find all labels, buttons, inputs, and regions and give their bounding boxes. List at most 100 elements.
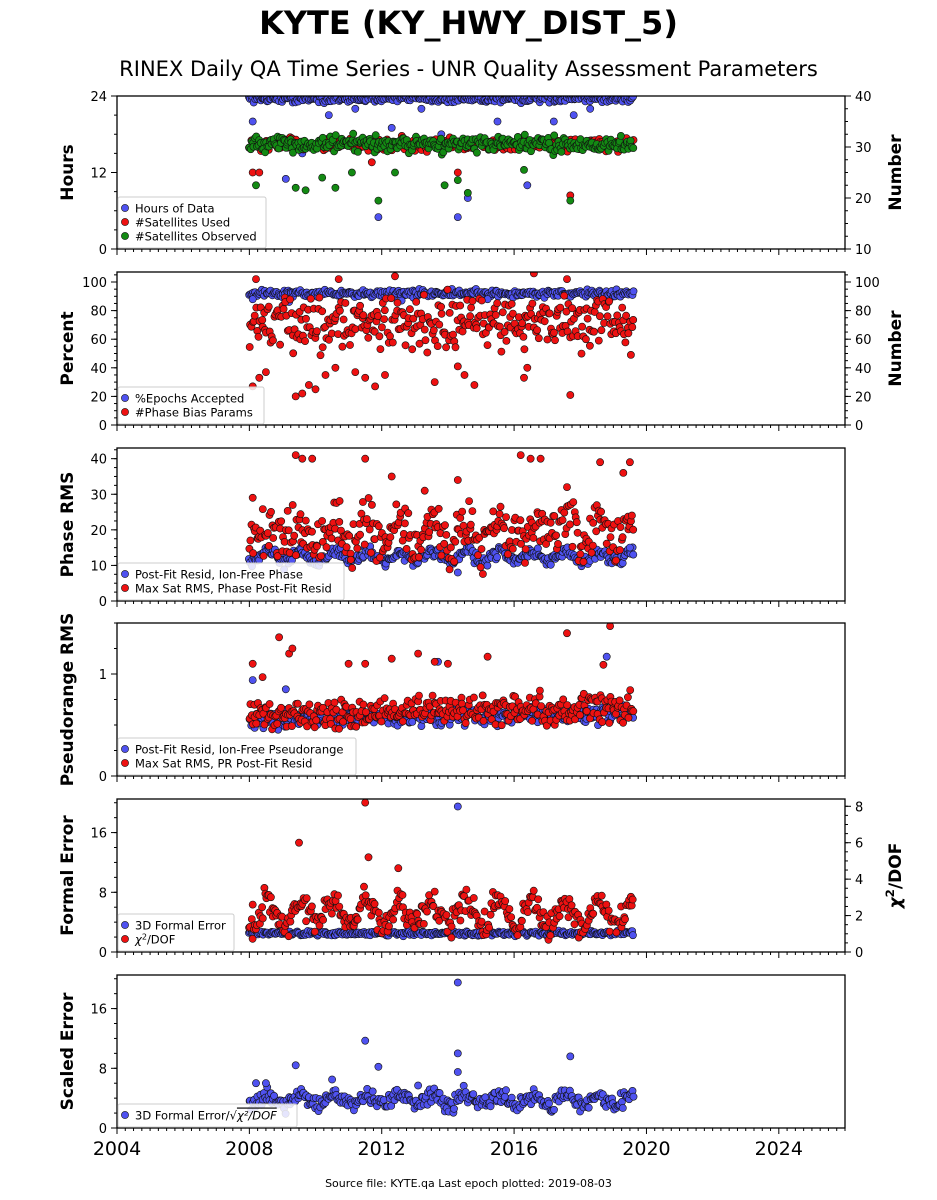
data-point <box>319 916 327 924</box>
data-point <box>392 500 401 509</box>
data-point <box>472 324 481 333</box>
data-point <box>258 914 267 923</box>
y-axis-title-group: Phase RMS <box>58 472 78 578</box>
data-point <box>415 691 423 700</box>
data-point <box>536 686 544 695</box>
legend: Hours of Data#Satellites Used#Satellites… <box>117 196 267 249</box>
data-point <box>483 561 492 570</box>
data-point <box>296 510 305 519</box>
data-point <box>616 546 624 554</box>
legend-marker <box>121 921 129 929</box>
data-point <box>423 907 431 916</box>
data-point <box>258 505 267 513</box>
data-point <box>364 333 373 342</box>
data-point <box>567 901 576 910</box>
y-tick-label: 100 <box>82 276 107 291</box>
data-point <box>521 545 530 553</box>
data-point <box>533 326 542 334</box>
data-point <box>364 853 373 862</box>
data-point <box>387 654 396 663</box>
data-point <box>477 917 486 926</box>
data-point <box>342 543 351 552</box>
y-tick-label: 0 <box>99 946 107 961</box>
data-point <box>558 516 567 524</box>
data-point <box>248 493 257 502</box>
data-point <box>302 894 311 903</box>
data-point <box>269 534 278 542</box>
data-point <box>453 168 462 177</box>
data-point <box>374 1062 383 1071</box>
data-point <box>621 915 629 924</box>
data-point <box>374 908 383 917</box>
data-point <box>463 188 472 197</box>
y2-tick-label: 0 <box>855 946 863 961</box>
panel-2: 0 20 40 60 80 100 0 20 40 60 80 100 Number Percent %Ep… <box>58 271 906 434</box>
legend-label: Max Sat RMS, PR Post-Fit Resid <box>135 757 312 771</box>
data-point <box>360 540 369 549</box>
data-point <box>313 542 321 551</box>
data-point <box>470 381 479 389</box>
data-point <box>254 332 263 341</box>
data-point <box>456 301 465 310</box>
data-point <box>293 699 302 708</box>
data-point <box>546 931 555 940</box>
y-axis-title-group: Percent <box>58 311 78 385</box>
data-point <box>589 541 597 550</box>
data-point <box>523 181 532 190</box>
data-point <box>516 451 525 459</box>
data-point <box>450 557 459 566</box>
y-tick-label: 20 <box>90 524 107 539</box>
data-point <box>618 533 627 542</box>
y-tick-label: 80 <box>90 305 107 320</box>
y-tick-label: 8 <box>99 886 107 901</box>
data-point <box>613 311 622 320</box>
data-point <box>586 714 594 723</box>
data-point <box>618 559 627 567</box>
data-point <box>626 543 634 552</box>
data-point <box>534 895 543 904</box>
data-point <box>417 545 425 554</box>
data-point <box>275 633 283 642</box>
data-point <box>467 303 475 312</box>
data-point <box>348 564 357 572</box>
series-3-points <box>245 129 638 205</box>
data-point <box>311 385 320 394</box>
data-point <box>335 306 344 315</box>
data-point <box>318 343 327 352</box>
data-point <box>310 723 319 732</box>
data-point <box>523 908 532 916</box>
data-point <box>576 711 584 719</box>
data-point <box>563 701 572 709</box>
data-point <box>447 933 456 942</box>
data-point <box>618 303 627 312</box>
data-point <box>324 111 333 119</box>
data-point <box>498 308 507 317</box>
series-2-points <box>245 451 638 578</box>
data-point <box>301 186 310 195</box>
data-point <box>258 903 266 912</box>
data-point <box>468 297 477 305</box>
legend: %Epochs Accepted#Phase Bias Params <box>117 386 265 425</box>
data-point <box>513 931 522 940</box>
data-point <box>331 363 340 372</box>
y-axis-title: Hours <box>58 144 78 201</box>
data-point <box>327 534 336 543</box>
data-point <box>280 538 289 546</box>
data-point <box>605 297 614 306</box>
y2-tick-label: 40 <box>855 362 872 377</box>
data-point <box>440 539 449 548</box>
data-point <box>557 147 566 156</box>
data-point <box>389 915 398 924</box>
data-point <box>563 483 571 491</box>
legend-marker <box>121 759 129 767</box>
data-point <box>295 838 303 847</box>
data-point <box>289 349 298 358</box>
data-point <box>339 315 348 324</box>
data-point <box>469 693 478 702</box>
data-point <box>435 916 444 925</box>
data-point <box>248 168 257 177</box>
data-point <box>618 1104 627 1112</box>
data-point <box>317 552 325 560</box>
legend-marker <box>121 408 129 416</box>
